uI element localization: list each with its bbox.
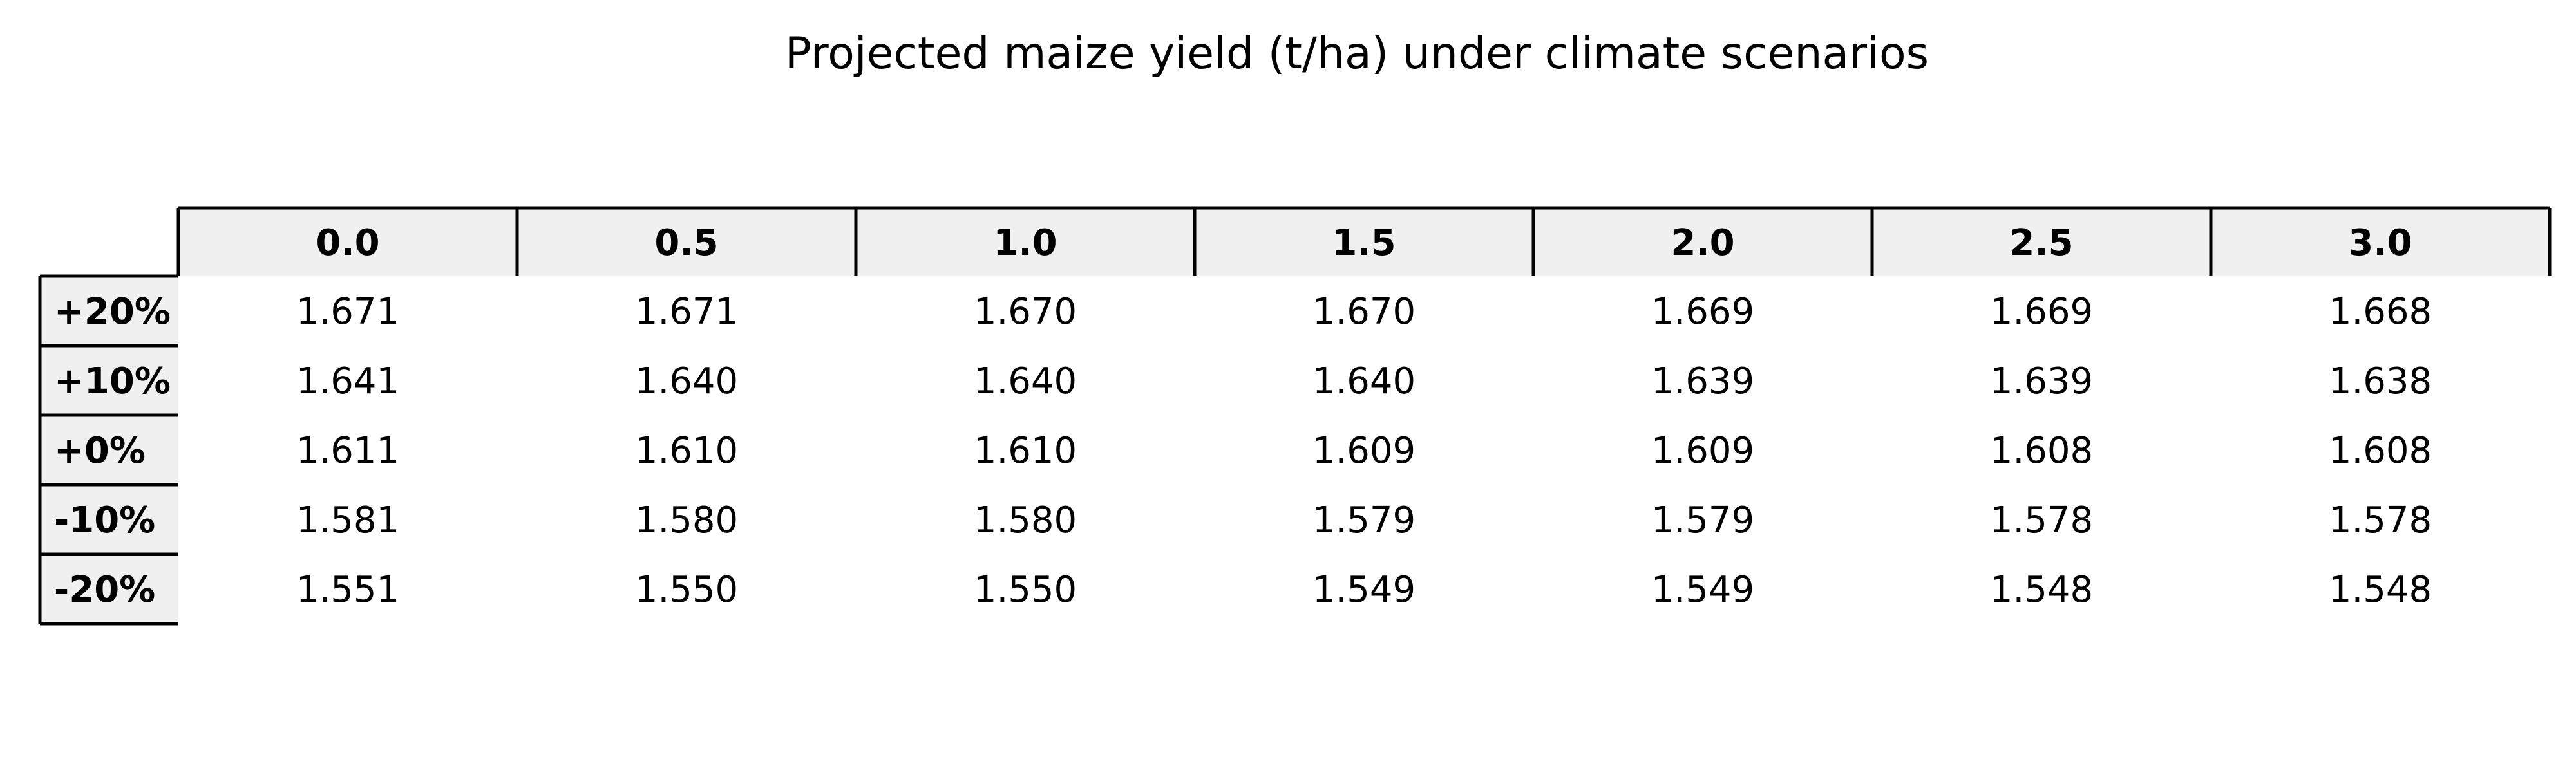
- table-cell-value: 1.640: [1312, 360, 1416, 402]
- table-cell-value: 1.609: [1312, 430, 1416, 472]
- column-header-label: 1.5: [1332, 222, 1396, 264]
- table-cell-value: 1.578: [1990, 500, 2093, 541]
- column-header-label: 0.0: [316, 222, 379, 264]
- chart-title: Projected maize yield (t/ha) under clima…: [785, 28, 1929, 79]
- table-cell-value: 1.638: [2329, 360, 2432, 402]
- row-header-cell: [40, 554, 178, 624]
- table-cell-value: 1.578: [2329, 500, 2432, 541]
- column-header-cell: [1195, 208, 1533, 276]
- column-header-cell: [1872, 208, 2211, 276]
- table-cell-value: 1.579: [1312, 500, 1416, 541]
- column-header-label: 2.0: [1671, 222, 1734, 264]
- table-cell-value: 1.669: [1990, 291, 2093, 333]
- row-header-cell: [40, 276, 178, 346]
- table-cell-value: 1.641: [296, 360, 399, 402]
- table-cell-value: 1.670: [1312, 291, 1416, 333]
- table-cell-value: 1.549: [1312, 569, 1416, 611]
- table-cell-value: 1.548: [1990, 569, 2093, 611]
- column-header-cell: [856, 208, 1195, 276]
- row-header-label: -20%: [54, 569, 155, 611]
- table-cell-value: 1.549: [1651, 569, 1754, 611]
- column-header-label: 3.0: [2348, 222, 2412, 264]
- table-cell-value: 1.610: [974, 430, 1077, 472]
- table-cell-value: 1.671: [296, 291, 399, 333]
- column-header-label: 0.5: [654, 222, 718, 264]
- table-cell-value: 1.550: [974, 569, 1077, 611]
- row-header-cell: [40, 415, 178, 485]
- table-cell-value: 1.671: [635, 291, 738, 333]
- table-cell-value: 1.639: [1990, 360, 2093, 402]
- table-cell-value: 1.579: [1651, 500, 1754, 541]
- row-header-label: +10%: [54, 360, 171, 402]
- row-header-cell: [40, 485, 178, 554]
- table-cell-value: 1.640: [635, 360, 738, 402]
- table-cell-value: 1.668: [2329, 291, 2432, 333]
- row-header-cell: [40, 346, 178, 415]
- table-cell-value: 1.580: [974, 500, 1077, 541]
- column-header-cell: [178, 208, 517, 276]
- table-cell-value: 1.608: [1990, 430, 2093, 472]
- table-cell-value: 1.609: [1651, 430, 1754, 472]
- table-cell-value: 1.670: [974, 291, 1077, 333]
- column-header-cell: [1533, 208, 1872, 276]
- table-cell-value: 1.581: [296, 500, 399, 541]
- row-header-label: +20%: [54, 291, 171, 333]
- table-cell-value: 1.611: [296, 430, 399, 472]
- table-cell-value: 1.639: [1651, 360, 1754, 402]
- column-header-cell: [2211, 208, 2550, 276]
- table-cell-value: 1.550: [635, 569, 738, 611]
- table-cell-value: 1.669: [1651, 291, 1754, 333]
- table-cell-value: 1.580: [635, 500, 738, 541]
- table-cell-value: 1.610: [635, 430, 738, 472]
- column-header-label: 1.0: [993, 222, 1057, 264]
- column-header-cell: [517, 208, 856, 276]
- table-body: 0.0 0.5 1.0 1.5 2.0 2.5 3.0 +20% +10% +0% -10% -20%…: [38, 206, 2552, 626]
- table-cell-value: 1.551: [296, 569, 399, 611]
- table-cell-value: 1.608: [2329, 430, 2432, 472]
- row-header-label: -10%: [54, 500, 155, 541]
- column-header-label: 2.5: [2009, 222, 2073, 264]
- table-cell-value: 1.640: [974, 360, 1077, 402]
- row-header-label: +0%: [54, 430, 146, 472]
- table-cell-value: 1.548: [2329, 569, 2432, 611]
